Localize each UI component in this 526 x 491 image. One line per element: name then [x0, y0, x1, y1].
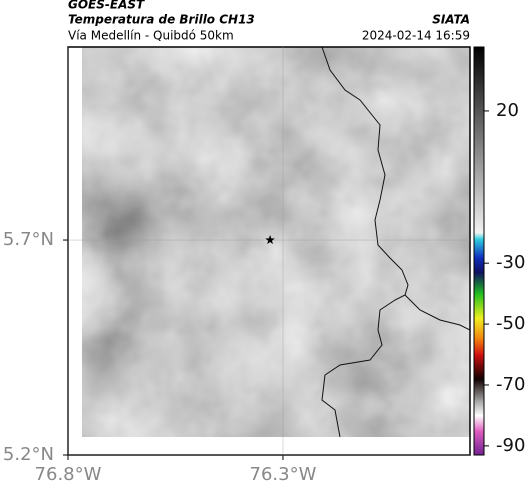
y-tick-label: 5.2°N	[3, 444, 54, 465]
colorbar-segment	[474, 293, 484, 319]
colorbar-segment	[474, 378, 484, 401]
subtitle: Vía Medellín - Quibdó 50km	[68, 29, 234, 43]
colorbar-tick-label: -30	[496, 252, 525, 273]
colorbar-segment	[474, 47, 484, 112]
datetime: 2024-02-14 16:59	[362, 29, 470, 43]
colorbar-segment	[474, 317, 484, 340]
colorbar-segment	[474, 232, 484, 240]
map-area	[68, 47, 470, 455]
x-tick-label: 76.8°W	[35, 464, 102, 485]
location-marker	[265, 235, 275, 245]
colorbar-segment	[474, 257, 484, 273]
y-tick-label: 5.7°N	[3, 229, 54, 250]
colorbar-segment	[474, 238, 484, 258]
colorbar-segment	[474, 415, 484, 432]
satellite-image	[82, 47, 470, 437]
boundary	[321, 47, 409, 438]
boundary	[404, 294, 470, 331]
colorbar-tick-label: -70	[496, 374, 525, 395]
source: GOES-EAST	[68, 0, 145, 12]
colorbar-segment	[474, 354, 484, 380]
colorbar-segment	[474, 110, 484, 234]
colorbar-tick-label: 20	[496, 100, 519, 121]
title: Temperatura de Brillo CH13	[68, 13, 255, 27]
colorbar-segment	[474, 272, 484, 295]
colorbar-tick-label: -50	[496, 313, 525, 334]
colorbar-tick-label: -90	[496, 435, 525, 456]
colorbar-segment	[474, 430, 484, 456]
colorbar-segment	[474, 339, 484, 356]
org: SIATA	[432, 13, 470, 27]
colorbar-frame	[473, 46, 485, 456]
colorbar-segment	[474, 400, 484, 416]
x-tick-label: 76.3°W	[250, 464, 317, 485]
